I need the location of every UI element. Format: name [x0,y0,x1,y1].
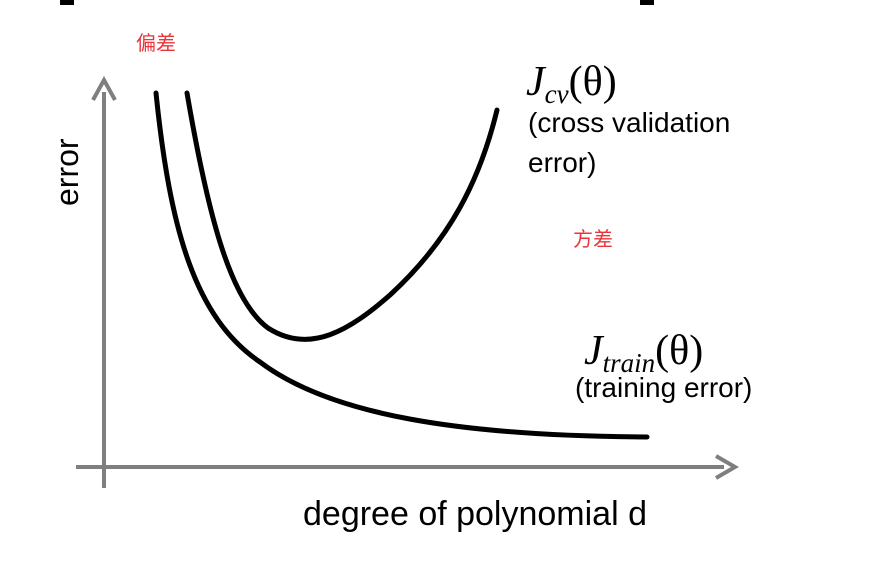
train-cost-label: Jtrain(θ) [584,330,703,377]
y-axis-label: error [49,138,85,206]
y-axis-arrowhead [91,75,117,101]
cv-description-line2: error) [528,147,597,178]
cv-cost-label: Jcv(θ) [526,61,617,108]
training-error-curve [153,90,650,440]
train-argument: (θ) [655,328,704,374]
x-axis-arrowhead [714,454,739,480]
bias-annotation: 偏差 [136,33,176,55]
train-subscript: train [602,348,656,379]
cropped-top-text-fragment [60,0,74,5]
cv-description-line1: (cross validation [528,107,731,138]
cv-symbol: J [526,59,545,105]
x-axis-label: degree of polynomial d [303,495,648,533]
cross-validation-error-curve [184,90,500,342]
variance-annotation: 方差 [573,229,613,251]
cv-argument: (θ) [568,59,617,105]
cropped-top-text-fragment [640,0,654,5]
train-symbol: J [584,328,603,374]
train-description: (training error) [575,372,753,403]
cv-subscript: cv [544,79,569,110]
